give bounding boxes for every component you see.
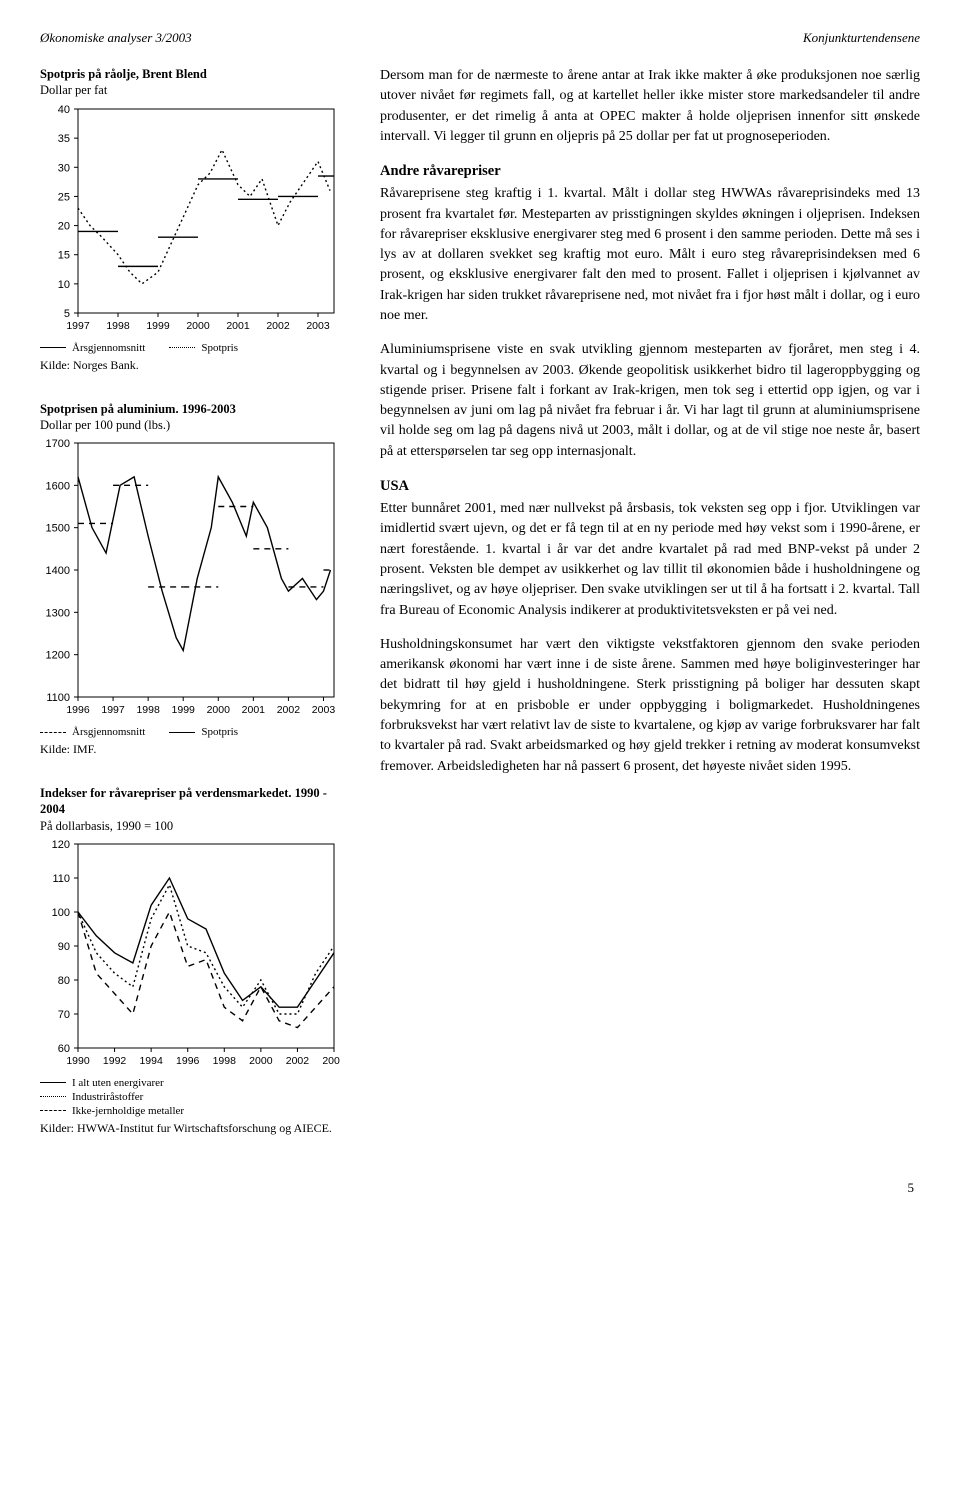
chart-aluminium: Spotprisen på aluminium. 1996-2003 Dolla… (40, 401, 350, 758)
page-number: 5 (40, 1180, 920, 1196)
svg-text:1999: 1999 (172, 704, 196, 716)
legend-total-line (40, 1082, 66, 1083)
page-header: Økonomiske analyser 3/2003 Konjunkturten… (40, 30, 920, 46)
svg-text:1300: 1300 (46, 607, 70, 619)
left-column: Spotpris på råolje, Brent Blend Dollar p… (40, 66, 350, 1164)
svg-text:2001: 2001 (242, 704, 266, 716)
legend-avg: Årsgjennomsnitt (72, 342, 145, 354)
svg-text:2002: 2002 (266, 320, 290, 332)
svg-text:1990: 1990 (66, 1055, 90, 1067)
svg-text:2001: 2001 (226, 320, 250, 332)
legend-line-dashed (40, 732, 66, 733)
svg-text:40: 40 (58, 104, 70, 116)
svg-text:1998: 1998 (106, 320, 130, 332)
chart-comm-title: Indekser for råvarepriser på verdensmark… (40, 785, 350, 818)
svg-text:1992: 1992 (103, 1055, 127, 1067)
svg-text:1998: 1998 (213, 1055, 237, 1067)
svg-text:2000: 2000 (207, 704, 231, 716)
chart-oil: Spotpris på råolje, Brent Blend Dollar p… (40, 66, 350, 373)
chart-oil-source: Kilde: Norges Bank. (40, 358, 350, 373)
svg-text:1700: 1700 (46, 438, 70, 450)
svg-text:1998: 1998 (136, 704, 160, 716)
para-3: Aluminiumsprisene viste en svak utviklin… (380, 340, 920, 462)
svg-text:2003: 2003 (306, 320, 330, 332)
svg-text:15: 15 (58, 249, 70, 261)
chart-al-svg: 1100 1200 1300 1400 1500 1600 1700 1996 1997 1998… (40, 437, 340, 717)
svg-text:25: 25 (58, 191, 70, 203)
svg-text:1997: 1997 (66, 320, 90, 332)
svg-text:1600: 1600 (46, 480, 70, 492)
svg-text:1994: 1994 (139, 1055, 163, 1067)
svg-text:100: 100 (52, 907, 70, 919)
svg-text:2000: 2000 (186, 320, 210, 332)
legend-spot: Spotpris (201, 342, 238, 354)
svg-text:30: 30 (58, 162, 70, 174)
svg-text:20: 20 (58, 220, 70, 232)
svg-text:60: 60 (58, 1043, 70, 1055)
chart-al-title: Spotprisen på aluminium. 1996-2003 (40, 401, 350, 417)
svg-text:1996: 1996 (66, 704, 90, 716)
svg-text:2002: 2002 (277, 704, 301, 716)
svg-text:2000: 2000 (249, 1055, 273, 1067)
section-andre: Andre råvarepriser (380, 161, 920, 182)
para-4: Etter bunnåret 2001, med nær nullvekst p… (380, 499, 920, 621)
svg-text:1400: 1400 (46, 565, 70, 577)
svg-text:2003: 2003 (312, 704, 336, 716)
chart-oil-subtitle: Dollar per fat (40, 82, 350, 98)
svg-text:70: 70 (58, 1009, 70, 1021)
header-right: Konjunkturtendensene (803, 30, 920, 46)
svg-text:90: 90 (58, 941, 70, 953)
svg-text:80: 80 (58, 975, 70, 987)
para-1: Dersom man for de nærmeste to årene anta… (380, 66, 920, 147)
chart-oil-title: Spotpris på råolje, Brent Blend (40, 66, 350, 82)
svg-text:2004: 2004 (322, 1055, 340, 1067)
chart-comm-subtitle: På dollarbasis, 1990 = 100 (40, 818, 350, 834)
legend-line-solid2 (169, 732, 195, 733)
chart-al-legend: Årsgjennomsnitt Spotpris (40, 726, 350, 738)
right-column: Dersom man for de nærmeste to årene anta… (380, 66, 920, 1164)
legend-metal-line (40, 1110, 66, 1111)
svg-text:35: 35 (58, 133, 70, 145)
legend-metal: Ikke-jernholdige metaller (72, 1105, 184, 1117)
section-usa: USA (380, 476, 920, 497)
svg-text:1100: 1100 (46, 692, 70, 704)
legend-line-solid (40, 347, 66, 348)
header-left: Økonomiske analyser 3/2003 (40, 30, 192, 46)
svg-text:1996: 1996 (176, 1055, 200, 1067)
svg-text:110: 110 (52, 873, 70, 885)
legend-line-dotted (169, 347, 195, 348)
svg-text:1500: 1500 (46, 523, 70, 535)
chart-oil-svg: 5 10 15 20 25 30 35 40 1997 1998 1999 2000 2001 2002 2… (40, 103, 340, 333)
chart-comm-legend: I alt uten energivarer Industriråstoffer… (40, 1077, 350, 1117)
svg-text:10: 10 (58, 278, 70, 290)
chart-oil-legend: Årsgjennomsnitt Spotpris (40, 342, 350, 354)
legend-avg2: Årsgjennomsnitt (72, 726, 145, 738)
svg-text:5: 5 (64, 308, 70, 320)
chart-commodities: Indekser for råvarepriser på verdensmark… (40, 785, 350, 1136)
legend-ind-line (40, 1096, 66, 1097)
svg-text:1200: 1200 (46, 650, 70, 662)
legend-total: I alt uten energivarer (72, 1077, 164, 1089)
chart-al-source: Kilde: IMF. (40, 742, 350, 757)
svg-text:120: 120 (52, 839, 70, 851)
legend-ind: Industriråstoffer (72, 1091, 143, 1103)
chart-comm-source: Kilder: HWWA-Institut fur Wirtschaftsfor… (40, 1121, 350, 1136)
svg-text:1999: 1999 (146, 320, 170, 332)
para-2: Råvareprisene steg kraftig i 1. kvartal.… (380, 184, 920, 326)
svg-text:2002: 2002 (286, 1055, 310, 1067)
svg-text:1997: 1997 (101, 704, 125, 716)
para-5: Husholdningskonsumet har vært den viktig… (380, 635, 920, 777)
legend-spot2: Spotpris (201, 726, 238, 738)
chart-comm-svg: 60 70 80 90 100 110 120 1990 1992 1994 1996 1998 200… (40, 838, 340, 1068)
chart-al-subtitle: Dollar per 100 pund (lbs.) (40, 417, 350, 433)
